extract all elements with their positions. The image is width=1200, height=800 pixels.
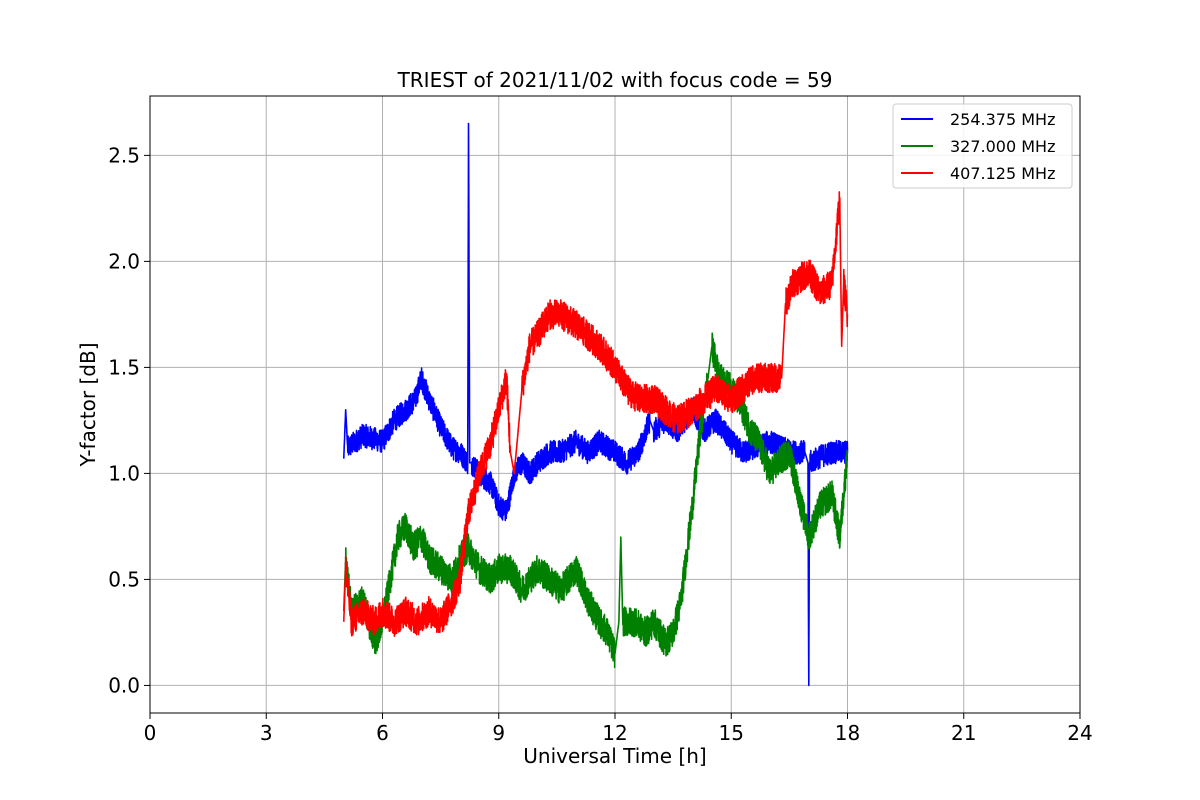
- ticks: 0 3 6 9 12 15 18 21 24 0.0 0.5 1.0 1.5 2.0 2.5: [108, 143, 1093, 745]
- chart-title: TRIEST of 2021/11/02 with focus code = 5…: [397, 68, 833, 92]
- y-tick-label: 2.0: [108, 249, 140, 273]
- y-tick-label: 0.0: [108, 673, 140, 697]
- legend: 254.375 MHz 327.000 MHz 407.125 MHz: [892, 103, 1073, 189]
- x-tick-label: 9: [492, 721, 505, 745]
- series-group: [343, 122, 849, 687]
- x-tick-label: 6: [376, 721, 389, 745]
- y-tick-label: 1.0: [108, 461, 140, 485]
- x-tick-label: 12: [602, 721, 627, 745]
- series-line-1: [343, 332, 849, 669]
- x-tick-label: 15: [719, 721, 744, 745]
- legend-label: 254.375 MHz: [950, 110, 1055, 129]
- y-axis-label: Y-factor [dB]: [76, 342, 100, 467]
- y-tick-label: 1.5: [108, 355, 140, 379]
- x-tick-label: 0: [144, 721, 157, 745]
- x-tick-label: 24: [1067, 721, 1092, 745]
- series-line-2: [343, 191, 849, 637]
- legend-box: [892, 103, 1073, 189]
- y-tick-label: 2.5: [108, 143, 140, 167]
- x-tick-label: 3: [260, 721, 273, 745]
- legend-label: 407.125 MHz: [950, 164, 1055, 183]
- y-tick-label: 0.5: [108, 567, 140, 591]
- legend-label: 327.000 MHz: [950, 137, 1055, 156]
- x-tick-label: 18: [835, 721, 860, 745]
- grid: [149, 96, 1081, 713]
- series-line-0: [343, 122, 849, 687]
- x-tick-label: 21: [951, 721, 976, 745]
- x-axis-label: Universal Time [h]: [523, 744, 706, 768]
